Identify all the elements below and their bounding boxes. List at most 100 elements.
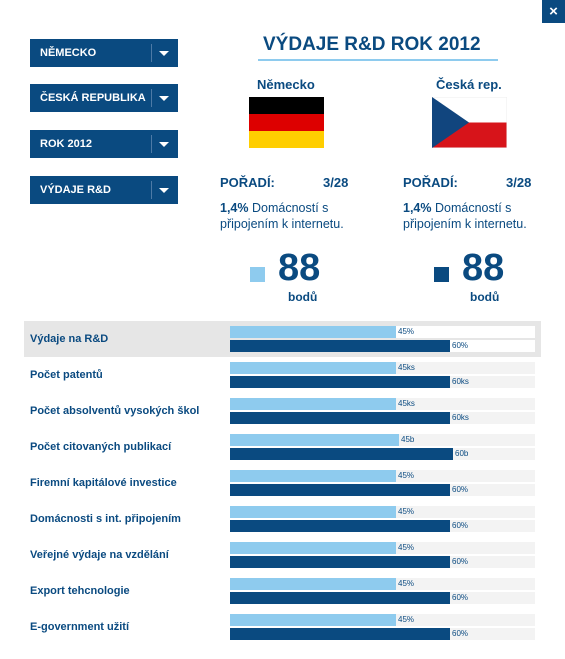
row-label: Počet citovaných publikací xyxy=(30,441,172,453)
comparison-row[interactable]: Počet patentů 45ks 60ks xyxy=(24,357,541,393)
bar-value-cz: 60% xyxy=(452,593,469,602)
bar-value-cz: 60ks xyxy=(452,377,469,386)
country-b-dropdown-label: ČESKÁ REPUBLIKA xyxy=(40,92,146,104)
bar-value-de: 45% xyxy=(398,543,415,552)
title-underline xyxy=(258,59,498,61)
comparison-row[interactable]: Export tehcnologie 45% 60% xyxy=(24,573,541,609)
bar-cz xyxy=(230,412,450,424)
year-dropdown[interactable]: ROK 2012 xyxy=(30,130,178,158)
stat-text: Domácností s připojením k internetu. xyxy=(403,201,527,231)
czech-flag-icon xyxy=(432,97,507,148)
bar-cz xyxy=(230,556,450,568)
row-label: Veřejné výdaje na vzdělání xyxy=(30,549,169,561)
comparison-row[interactable]: Počet citovaných publikací 45b 60b xyxy=(24,429,541,465)
bar-value-cz: 60ks xyxy=(452,413,469,422)
stat-description: 1,4% Domácností s připojením k internetu… xyxy=(403,200,553,232)
bar-track-de: 45% xyxy=(230,542,535,554)
row-label: Domácnosti s int. připojením xyxy=(30,513,181,525)
rank-label: POŘADÍ: xyxy=(220,175,275,190)
bar-de xyxy=(230,506,396,518)
score-unit: bodů xyxy=(288,290,318,304)
bar-track-de: 45b xyxy=(230,434,535,446)
row-label: Export tehcnologie xyxy=(30,585,130,597)
year-dropdown-label: ROK 2012 xyxy=(40,138,92,150)
legend-marker-b xyxy=(434,267,449,282)
bar-track-cz: 60% xyxy=(230,484,535,496)
bar-de xyxy=(230,470,396,482)
bar-track-cz: 60% xyxy=(230,592,535,604)
bar-de xyxy=(230,542,396,554)
bar-value-de: 45% xyxy=(398,327,415,336)
bar-track-de: 45% xyxy=(230,470,535,482)
row-label: Výdaje na R&D xyxy=(30,333,109,345)
row-label: Počet patentů xyxy=(30,369,103,381)
bar-cz xyxy=(230,448,453,460)
bar-track-cz: 60ks xyxy=(230,412,535,424)
bar-track-de: 45% xyxy=(230,578,535,590)
bar-value-cz: 60% xyxy=(452,341,469,350)
chevron-down-icon xyxy=(159,188,169,193)
rank-value: 3/28 xyxy=(323,175,349,190)
comparison-row[interactable]: Počet absolventů vysokých škol 45ks 60ks xyxy=(24,393,541,429)
country-b-name: Česká rep. xyxy=(436,77,502,92)
bar-de xyxy=(230,398,396,410)
bar-track-cz: 60ks xyxy=(230,376,535,388)
row-label: Počet absolventů vysokých škol xyxy=(30,405,200,417)
bar-track-de: 45% xyxy=(230,614,535,626)
dropdown-separator xyxy=(151,181,152,199)
bar-track-de: 45ks xyxy=(230,398,535,410)
bar-de xyxy=(230,326,396,338)
stat-description: 1,4% Domácností s připojením k internetu… xyxy=(220,200,370,232)
indicator-dropdown-label: VÝDAJE R&D xyxy=(40,184,111,196)
bar-cz xyxy=(230,484,450,496)
dropdown-separator xyxy=(151,89,152,107)
country-a-name: Německo xyxy=(257,77,315,92)
bar-value-de: 45% xyxy=(398,471,415,480)
bar-value-de: 45% xyxy=(398,507,415,516)
bar-de xyxy=(230,614,396,626)
bar-value-de: 45% xyxy=(398,615,415,624)
stat-percent: 1,4% xyxy=(220,201,249,215)
comparison-row[interactable]: Domácnosti s int. připojením 45% 60% xyxy=(24,501,541,537)
close-button[interactable]: × xyxy=(542,0,565,23)
bar-de xyxy=(230,434,399,446)
score-value: 88 xyxy=(278,247,321,289)
comparison-row[interactable]: Výdaje na R&D 45% 60% xyxy=(24,321,541,357)
row-label: E-government užití xyxy=(30,621,130,633)
germany-flag-icon xyxy=(249,97,324,148)
comparison-row[interactable]: E-government užití 45% 60% xyxy=(24,609,541,645)
bar-track-de: 45% xyxy=(230,506,535,518)
row-label: Firemní kapitálové investice xyxy=(30,477,177,489)
bar-cz xyxy=(230,340,450,352)
bar-value-cz: 60% xyxy=(452,629,469,638)
bar-value-de: 45ks xyxy=(398,363,415,372)
dropdown-separator xyxy=(151,135,152,153)
legend-marker-a xyxy=(250,267,265,282)
bar-cz xyxy=(230,628,450,640)
bar-value-cz: 60% xyxy=(452,485,469,494)
chevron-down-icon xyxy=(159,51,169,56)
score-unit: bodů xyxy=(470,290,500,304)
country-a-dropdown[interactable]: NĚMECKO xyxy=(30,39,178,67)
bar-track-cz: 60% xyxy=(230,340,535,352)
bar-track-de: 45% xyxy=(230,326,535,338)
bar-track-cz: 60b xyxy=(230,448,535,460)
bar-value-cz: 60% xyxy=(452,557,469,566)
page-title: VÝDAJE R&D ROK 2012 xyxy=(263,34,481,55)
comparison-row[interactable]: Firemní kapitálové investice 45% 60% xyxy=(24,465,541,501)
bar-value-de: 45% xyxy=(398,579,415,588)
bar-value-de: 45ks xyxy=(398,399,415,408)
bar-de xyxy=(230,578,396,590)
bar-cz xyxy=(230,376,450,388)
bar-cz xyxy=(230,520,450,532)
comparison-row[interactable]: Veřejné výdaje na vzdělání 45% 60% xyxy=(24,537,541,573)
indicator-dropdown[interactable]: VÝDAJE R&D xyxy=(30,176,178,204)
rank-label: POŘADÍ: xyxy=(403,175,458,190)
country-b-dropdown[interactable]: ČESKÁ REPUBLIKA xyxy=(30,84,178,112)
dropdown-separator xyxy=(151,44,152,62)
bar-value-de: 45b xyxy=(401,435,415,444)
bar-track-cz: 60% xyxy=(230,556,535,568)
bar-de xyxy=(230,362,396,374)
bar-cz xyxy=(230,592,450,604)
rank-value: 3/28 xyxy=(506,175,532,190)
